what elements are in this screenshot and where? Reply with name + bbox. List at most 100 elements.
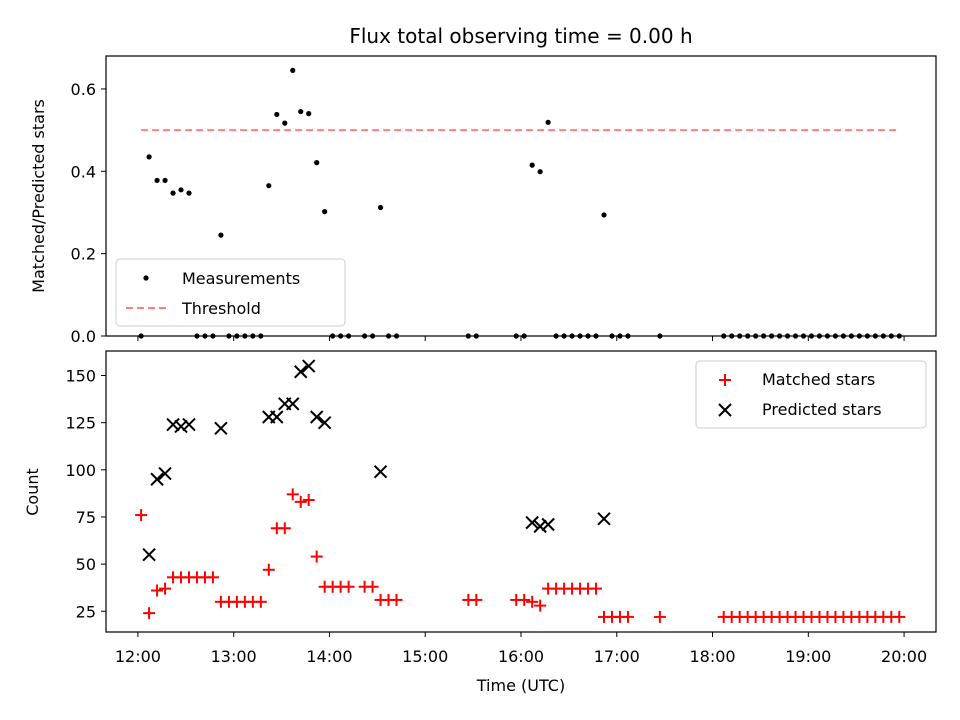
predicted-stars-point	[182, 417, 196, 432]
bottom-x-tick-label: 16:00	[498, 647, 544, 666]
bottom-y-axis-label: Count	[23, 468, 42, 516]
matched-stars-point	[159, 582, 172, 595]
measurement-point	[266, 183, 272, 189]
matched-stars-point	[342, 580, 355, 593]
legend-marker-predicted	[718, 403, 732, 417]
bottom-y-ticks: 25 50 75 100 125 150	[65, 367, 106, 621]
matched-stars-point	[518, 593, 531, 606]
measurement-point	[162, 177, 168, 183]
top-x-ticks	[137, 336, 905, 341]
matched-stars-point	[653, 610, 666, 623]
measurement-point	[290, 67, 296, 74]
matched-stars-point	[206, 571, 219, 584]
measurement-point	[274, 111, 280, 118]
predicted-stars-point	[174, 419, 188, 434]
predicted-stars-point	[158, 466, 172, 481]
measurement-point	[377, 204, 384, 211]
bottom-x-tick-label: 13:00	[211, 647, 257, 666]
matched-stars-point	[254, 595, 267, 608]
predicted-stars-point	[373, 464, 388, 479]
bottom-y-tick-label: 125	[65, 414, 96, 433]
predicted-stars-point	[286, 397, 300, 411]
measurement-point	[537, 169, 543, 175]
predicted-stars-point	[294, 365, 308, 379]
top-y-tick-label: 0.6	[71, 80, 96, 99]
matched-stars-point	[590, 582, 603, 595]
bottom-y-tick-label: 75	[76, 508, 96, 527]
legend-label-predicted: Predicted stars	[762, 400, 882, 419]
predicted-stars-point	[541, 517, 555, 532]
measurement-point	[322, 209, 328, 215]
matched-stars-point	[294, 495, 307, 508]
predicted-stars-point	[270, 410, 284, 424]
measurement-point	[314, 160, 320, 166]
bottom-x-tick-label: 12:00	[115, 647, 161, 666]
legend-label-threshold: Threshold	[181, 299, 261, 318]
bottom-x-tick-label: 17:00	[594, 647, 640, 666]
predicted-stars-point	[533, 519, 547, 534]
matched-stars-point	[262, 563, 275, 576]
legend-label-measurements: Measurements	[182, 269, 300, 288]
matched-stars-point	[621, 610, 634, 623]
top-legend: Measurements Threshold	[115, 258, 346, 327]
top-y-tick-label: 0.0	[71, 327, 96, 346]
bottom-legend-box	[695, 360, 927, 429]
bottom-y-tick-label: 100	[65, 461, 96, 480]
legend-marker-measurements	[143, 275, 149, 281]
predicted-stars-point	[214, 421, 228, 436]
predicted-stars-point	[142, 547, 156, 562]
measurement-point	[154, 177, 160, 183]
legend-marker-matched	[719, 374, 731, 386]
bottom-y-tick-label: 25	[76, 602, 96, 621]
matched-stars-point	[278, 522, 291, 535]
measurement-point	[306, 111, 312, 117]
measurement-point	[178, 187, 184, 193]
chart-title: Flux total observing time = 0.00 h	[349, 24, 692, 48]
measurement-point	[146, 154, 152, 160]
matched-stars-point	[302, 493, 315, 506]
bottom-x-ticks: 12:00 13:00 14:00 15:00 16:00 17:00 18:00 19:00…	[115, 632, 927, 666]
measurement-point	[529, 162, 535, 168]
top-y-tick-label: 0.2	[71, 245, 96, 264]
top-legend-box	[115, 258, 346, 327]
matched-stars-point	[286, 488, 299, 501]
matched-stars-point	[135, 509, 148, 522]
bottom-y-tick-label: 150	[65, 367, 96, 386]
matched-stars-point	[534, 599, 547, 612]
matched-stars-point	[151, 584, 164, 597]
bottom-x-tick-label: 20:00	[881, 647, 927, 666]
predicted-stars-point	[150, 472, 164, 486]
top-y-axis-label: Matched/Predicted stars	[29, 99, 48, 293]
measurement-point	[298, 108, 304, 115]
legend-label-matched: Matched stars	[762, 370, 875, 389]
bottom-legend: Matched stars Predicted stars	[695, 360, 927, 429]
bottom-marks	[135, 359, 906, 623]
measurement-point	[218, 232, 224, 238]
bottom-axes-frame	[105, 350, 937, 633]
bottom-x-tick-label: 19:00	[785, 647, 831, 666]
bottom-x-tick-label: 18:00	[689, 647, 735, 666]
matched-stars-point	[310, 550, 323, 563]
top-y-tick-label: 0.4	[71, 162, 96, 181]
predicted-stars-point	[317, 415, 332, 430]
predicted-stars-point	[166, 417, 180, 432]
bottom-panel: 25 50 75 100 125 150 12:00 13:00 14:00 15:00 16:0…	[23, 350, 937, 695]
measurement-point	[601, 212, 607, 218]
matched-stars-point	[143, 607, 156, 620]
top-axes-frame	[105, 55, 937, 337]
matched-stars-point	[526, 595, 539, 608]
measurement-point	[282, 120, 288, 126]
matched-stars-point	[470, 593, 483, 606]
top-panel: 0.0 0.2 0.4 0.6 Matched/Predicted stars Mea…	[29, 55, 937, 346]
matched-stars-point	[366, 580, 379, 593]
x-axis-label: Time (UTC)	[476, 676, 565, 695]
measurement-point	[186, 190, 192, 196]
predicted-stars-point	[597, 512, 611, 526]
bottom-x-tick-label: 14:00	[306, 647, 352, 666]
predicted-stars-point	[525, 515, 539, 530]
matched-stars-point	[893, 610, 906, 623]
predicted-stars-point	[309, 410, 324, 424]
top-y-ticks: 0.0 0.2 0.4 0.6	[71, 80, 106, 346]
